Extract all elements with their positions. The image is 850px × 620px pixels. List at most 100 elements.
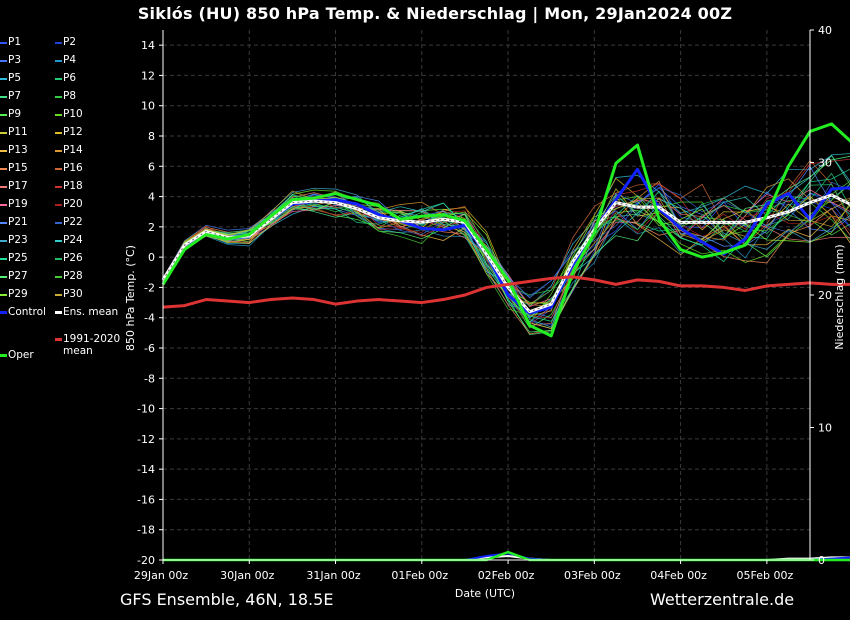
legend-label: P29 <box>8 288 28 300</box>
y2-tick-label: 30 <box>818 157 832 170</box>
y-tick-label: 2 <box>148 221 155 234</box>
legend-label: P26 <box>63 252 83 264</box>
x-tick-label: 04Feb 00z <box>650 569 707 582</box>
legend-swatch <box>55 221 62 224</box>
legend-item-p15: P15 <box>0 162 28 175</box>
legend-item-p13: P13 <box>0 144 28 157</box>
legend-swatch <box>55 239 62 242</box>
legend-swatch <box>55 59 62 62</box>
legend-swatch <box>0 311 7 314</box>
x-axis-title: Date (UTC) <box>455 587 515 600</box>
legend-label: P14 <box>63 144 83 156</box>
legend-item-p14: P14 <box>55 144 83 157</box>
chart-title: Siklós (HU) 850 hPa Temp. & Niederschlag… <box>137 4 733 23</box>
legend-label: P9 <box>8 108 22 120</box>
legend-swatch <box>0 41 7 44</box>
y-tick-label: -10 <box>137 403 155 416</box>
grid <box>162 30 810 561</box>
legend-swatch <box>0 293 7 296</box>
legend-item-p29: P29 <box>0 288 28 301</box>
legend-swatch <box>55 203 62 206</box>
legend-label: P23 <box>8 234 28 246</box>
legend-label: P10 <box>63 108 83 120</box>
legend-swatch <box>0 113 7 116</box>
legend-label: P27 <box>8 270 28 282</box>
legend: P1 P2 P3 P4 P5 P6 P7 P8 P9 P10 P11 P12 P13 P14 P15 P16 P… <box>0 36 130 366</box>
legend-item-p17: P17 <box>0 180 28 193</box>
legend-swatch <box>55 77 62 80</box>
legend-label: P20 <box>63 198 83 210</box>
legend-item-p26: P26 <box>55 252 83 265</box>
legend-label: P15 <box>8 162 28 174</box>
legend-label: P12 <box>63 126 83 138</box>
legend-label: P7 <box>8 90 22 102</box>
y-tick-label: -8 <box>144 372 155 385</box>
legend-item-p23: P23 <box>0 234 28 247</box>
legend-swatch <box>0 59 7 62</box>
source-credit: Wetterzentrale.de <box>650 590 795 609</box>
legend-item-p8: P8 <box>55 90 76 103</box>
legend-swatch <box>0 167 7 170</box>
legend-swatch <box>0 77 7 80</box>
precipitation-lines <box>163 550 850 562</box>
legend-swatch <box>0 131 7 134</box>
y-tick-label: -2 <box>144 281 155 294</box>
legend-item-p20: P20 <box>55 198 83 211</box>
member-line-p8 <box>162 200 850 296</box>
legend-item-p12: P12 <box>55 126 83 139</box>
legend-swatch <box>55 311 62 314</box>
legend-label: P24 <box>63 234 83 246</box>
y-tick-label: 4 <box>148 191 155 204</box>
legend-label: P8 <box>63 90 77 102</box>
precip-line-control <box>163 552 850 561</box>
y-tick-label: -4 <box>144 312 155 325</box>
y-tick-label: -14 <box>137 463 155 476</box>
legend-swatch <box>0 221 7 224</box>
legend-swatch <box>55 131 62 134</box>
legend-item-p27: P27 <box>0 270 28 283</box>
y-tick-label: 0 <box>148 251 155 264</box>
legend-swatch <box>0 203 7 206</box>
legend-swatch <box>0 275 7 278</box>
legend-swatch <box>55 185 62 188</box>
y2-tick-label: 10 <box>818 422 832 435</box>
legend-label: P3 <box>8 54 22 66</box>
y-tick-label: -6 <box>144 342 155 355</box>
legend-label: Ens. mean <box>63 306 119 318</box>
legend-item-control: Control <box>0 306 46 319</box>
legend-item-p19: P19 <box>0 198 28 211</box>
legend-swatch <box>55 293 62 296</box>
legend-item-oper: Oper <box>0 349 34 362</box>
x-tick-label: 01Feb 00z <box>391 569 448 582</box>
legend-item-ens-mean: Ens. mean <box>55 306 118 319</box>
legend-label: P30 <box>63 288 83 300</box>
y2-tick-label: 40 <box>818 24 832 37</box>
y-tick-label: -16 <box>137 493 155 506</box>
legend-label: P6 <box>63 72 77 84</box>
legend-label: 1991-2020 mean <box>63 333 121 357</box>
legend-swatch <box>55 41 62 44</box>
legend-swatch <box>0 95 7 98</box>
legend-item-p25: P25 <box>0 252 28 265</box>
legend-swatch <box>55 167 62 170</box>
y-tick-label: 14 <box>141 39 155 52</box>
legend-swatch <box>55 257 62 260</box>
legend-label: P11 <box>8 126 28 138</box>
x-tick-label: 03Feb 00z <box>564 569 621 582</box>
member-line-p1 <box>162 183 850 325</box>
legend-item-p21: P21 <box>0 216 28 229</box>
legend-label: P18 <box>63 180 83 192</box>
legend-label: P19 <box>8 198 28 210</box>
legend-swatch <box>55 113 62 116</box>
legend-item-1991-2020-mean: 1991-2020 mean <box>55 333 125 357</box>
legend-swatch <box>55 95 62 98</box>
legend-swatch <box>55 149 62 152</box>
y2-axis-title: Niederschlag (mm) <box>833 244 846 349</box>
legend-label: P13 <box>8 144 28 156</box>
legend-item-p2: P2 <box>55 36 76 49</box>
axes: -20-18-16-14-12-10-8-6-4-202468101214010… <box>124 24 846 600</box>
y-tick-label: 6 <box>148 160 155 173</box>
legend-label: P4 <box>63 54 77 66</box>
legend-swatch <box>0 257 7 260</box>
